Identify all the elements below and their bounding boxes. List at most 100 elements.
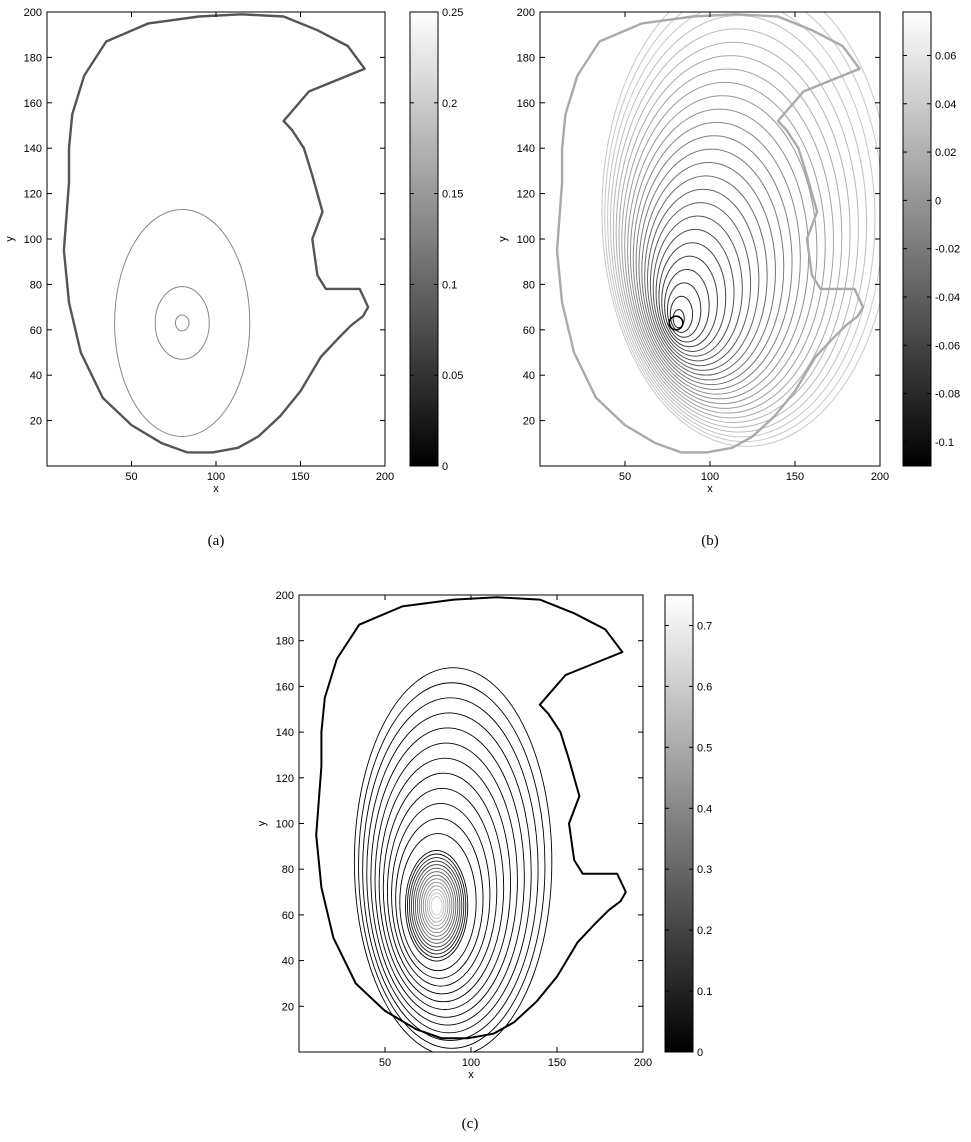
domain-boundary	[62, 13, 370, 454]
contour-line	[635, 135, 793, 390]
x-tick-label: 50	[619, 471, 631, 483]
colorbar-tick-label: 0.2	[442, 98, 457, 110]
colorbar-tick-label: 0.3	[697, 864, 712, 876]
y-tick-label: 100	[276, 819, 294, 831]
colorbar-tick-label: 0	[697, 1047, 703, 1059]
plot-area	[555, 12, 880, 454]
contour-line	[668, 315, 684, 331]
contour-line	[154, 286, 210, 360]
panel-caption: (c)	[462, 1116, 479, 1132]
contour-line	[391, 802, 491, 987]
contour-line	[629, 108, 810, 400]
plot-area	[315, 596, 627, 1052]
colorbar-tick-label: 0.04	[935, 99, 956, 111]
y-tick-label: 120	[517, 189, 535, 201]
x-axis-label: x	[213, 483, 219, 495]
y-axis-label: y	[497, 236, 509, 242]
contour-line	[366, 712, 532, 1034]
contour-line	[658, 242, 727, 352]
colorbar-tick-label: 0.4	[697, 803, 712, 815]
contour-line	[632, 121, 801, 395]
contour-line	[374, 742, 518, 1018]
contour-line	[609, 14, 868, 433]
x-tick-label: 100	[462, 1057, 480, 1069]
y-tick-label: 60	[30, 325, 42, 337]
contour-line	[672, 309, 685, 329]
contour-line	[412, 864, 461, 948]
y-tick-label: 60	[282, 910, 294, 922]
contour-line	[370, 727, 525, 1026]
colorbar-tick-label: 0	[442, 461, 448, 473]
contour-line	[416, 871, 457, 941]
contour-line	[669, 295, 694, 333]
y-tick-label: 160	[24, 98, 42, 110]
y-tick-label: 200	[517, 7, 535, 19]
contour-line	[174, 314, 190, 332]
colorbar-tick-label: 0.15	[442, 189, 463, 201]
x-axis-label: x	[468, 1069, 474, 1081]
panel-caption: (a)	[208, 533, 225, 549]
contour-line	[638, 148, 785, 386]
contour-line	[114, 208, 251, 437]
contour-line	[621, 68, 834, 414]
contour-line	[406, 853, 467, 958]
colorbar-tick-label: -0.1	[935, 437, 954, 449]
contour-line	[615, 41, 851, 424]
colorbar	[664, 594, 694, 1053]
contour-line	[382, 772, 505, 1003]
contour-line	[607, 12, 876, 438]
contour-line	[612, 28, 859, 428]
contour-line	[395, 818, 484, 979]
contour-line	[353, 667, 553, 1052]
colorbar	[409, 11, 439, 467]
contour-line	[652, 215, 743, 362]
contour-line	[641, 162, 776, 381]
contour-line	[601, 12, 880, 447]
y-tick-label: 20	[523, 416, 535, 428]
panel-1: 50 100 150 200 20 40 60 80 100 120 140 160 180 200 x y 0…	[4, 7, 463, 549]
contour-line	[399, 833, 477, 972]
y-tick-label: 140	[276, 727, 294, 739]
y-tick-label: 60	[523, 325, 535, 337]
colorbar-tick-label: 0.06	[935, 50, 956, 62]
x-tick-label: 200	[376, 471, 394, 483]
colorbar-tick-label: 0.6	[697, 681, 712, 693]
y-axis-label: y	[256, 820, 268, 826]
contour-line	[428, 892, 445, 920]
y-tick-label: 180	[276, 636, 294, 648]
y-tick-label: 100	[517, 234, 535, 246]
colorbar-tick-label: 0.7	[697, 620, 712, 632]
y-axis-label: y	[4, 236, 16, 242]
y-tick-label: 160	[517, 98, 535, 110]
contour-line	[627, 95, 818, 405]
y-tick-label: 20	[30, 416, 42, 428]
x-tick-label: 200	[634, 1057, 652, 1069]
panel-3: 50 100 150 200 20 40 60 80 100 120 140 160 180 200 x y 0…	[256, 590, 712, 1132]
contour-line	[649, 202, 752, 367]
colorbar-tick-label: 0.25	[442, 7, 463, 19]
y-tick-label: 20	[282, 1001, 294, 1013]
x-tick-label: 100	[701, 471, 719, 483]
panel-2: 50 100 150 200 20 40 60 80 100 120 140 160 180 200 x y -…	[497, 7, 960, 549]
colorbar-tick-label: 0.5	[697, 742, 712, 754]
contour-line	[420, 878, 453, 934]
colorbar-tick-label: 0.02	[935, 147, 956, 159]
y-tick-label: 40	[282, 956, 294, 968]
colorbar-tick-label: -0.06	[935, 340, 960, 352]
x-tick-label: 50	[379, 1057, 391, 1069]
contour-line	[362, 697, 539, 1042]
y-tick-label: 40	[30, 370, 42, 382]
contour-line	[358, 682, 546, 1049]
contour-line	[664, 269, 710, 343]
colorbar-tick-label: 0.1	[697, 986, 712, 998]
contour-line	[410, 860, 463, 951]
domain-boundary	[315, 596, 627, 1040]
x-tick-label: 200	[871, 471, 889, 483]
contour-line	[424, 885, 449, 927]
contour-line	[624, 81, 826, 409]
contour-line	[408, 857, 465, 955]
colorbar-tick-label: 0	[935, 195, 941, 207]
colorbar-tick-label: -0.02	[935, 244, 960, 256]
y-tick-label: 140	[24, 143, 42, 155]
colorbar-tick-label: -0.08	[935, 389, 960, 401]
